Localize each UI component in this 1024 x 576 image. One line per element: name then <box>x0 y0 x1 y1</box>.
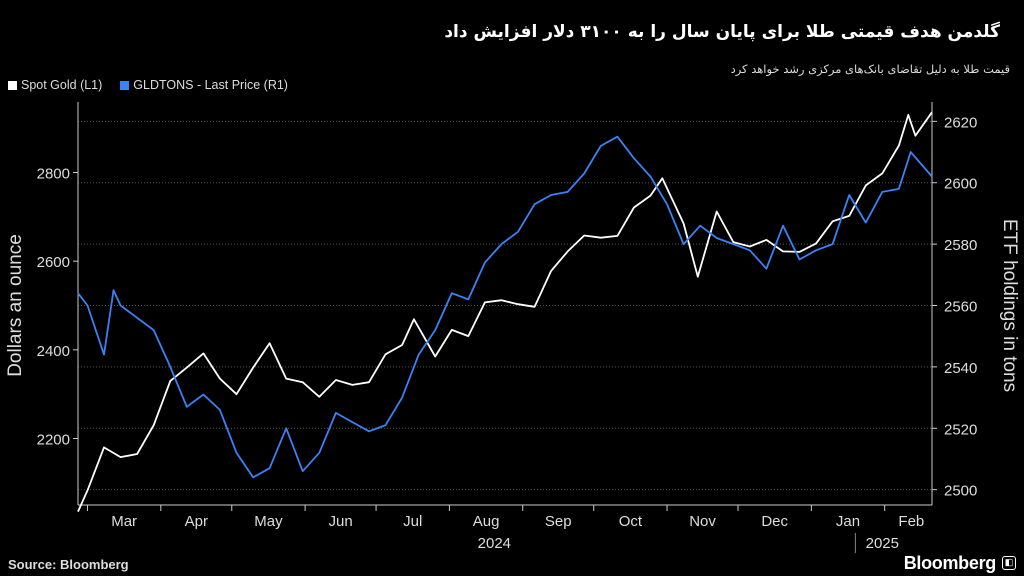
right-tick-label: 2620 <box>944 114 977 131</box>
chart-subtitle: قیمت طلا به دلیل تقاضای بانک‌های مرکزی ر… <box>730 62 1010 76</box>
source-note: Source: Bloomberg <box>8 557 129 572</box>
right-tick-label: 2500 <box>944 483 977 500</box>
year-label: 2024 <box>478 535 511 552</box>
right-axis-title: ETF holdings in tons <box>999 219 1020 392</box>
right-tick-label: 2520 <box>944 421 977 438</box>
right-tick-label: 2560 <box>944 299 977 316</box>
chart-title: گلدمن هدف قیمتی طلا برای پایان سال را به… <box>444 22 1000 42</box>
legend-item-spot-gold: Spot Gold (L1) <box>8 78 102 92</box>
legend-label-gldtons: GLDTONS - Last Price (R1) <box>133 78 288 92</box>
month-label: Sep <box>545 513 572 530</box>
year-label: 2025 <box>866 535 899 552</box>
series-line-spot-gold <box>77 111 933 512</box>
legend: Spot Gold (L1) GLDTONS - Last Price (R1) <box>8 78 288 92</box>
legend-swatch-gldtons <box>120 80 130 90</box>
month-label: Apr <box>185 513 208 530</box>
right-tick-label: 2600 <box>944 176 977 193</box>
month-label: Oct <box>619 513 643 530</box>
left-tick-label: 2800 <box>37 166 70 183</box>
bloomberg-mark-icon: ◧ <box>1002 556 1016 570</box>
left-axis-title: Dollars an ounce <box>5 234 26 377</box>
month-label: May <box>254 513 283 530</box>
legend-label-spot-gold: Spot Gold (L1) <box>21 78 103 92</box>
left-tick-label: 2200 <box>37 432 70 449</box>
month-label: Dec <box>761 513 788 530</box>
right-tick-label: 2540 <box>944 360 977 377</box>
month-label: Jul <box>403 513 422 530</box>
month-label: Aug <box>473 513 500 530</box>
left-tick-label: 2600 <box>37 254 70 271</box>
month-label: Jun <box>328 513 352 530</box>
legend-item-gldtons: GLDTONS - Last Price (R1) <box>120 78 288 92</box>
month-label: Nov <box>689 513 716 530</box>
right-tick-label: 2580 <box>944 237 977 254</box>
month-label: Jan <box>836 513 860 530</box>
bloomberg-logo: Bloomberg <box>903 553 997 573</box>
month-label: Feb <box>898 513 924 530</box>
legend-swatch-spot-gold <box>8 80 17 90</box>
series-line-gldtons <box>77 135 933 479</box>
left-tick-label: 2400 <box>37 343 70 360</box>
month-label: Mar <box>111 513 137 530</box>
